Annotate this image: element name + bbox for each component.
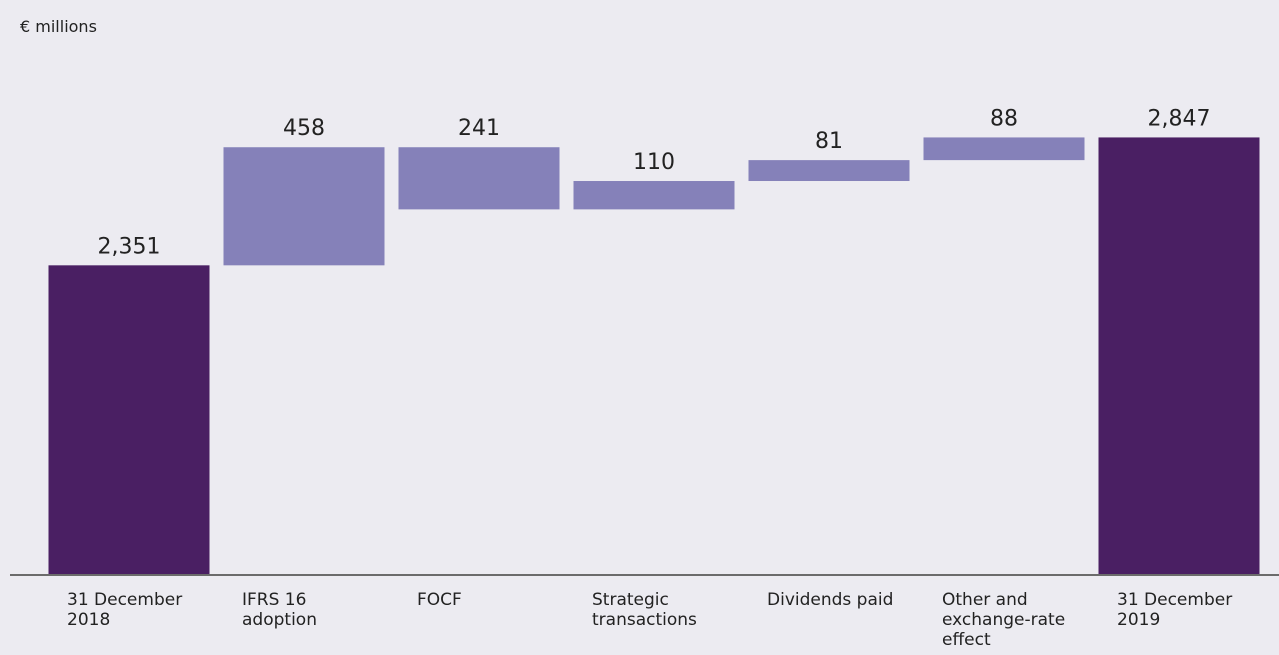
data-label: 81 [815,129,843,154]
x-tick-label: Other and exchange-rate effect [942,590,1066,650]
y-axis-label: € millions [20,17,97,36]
bar [398,147,560,210]
data-label: 88 [990,106,1018,131]
bar [1098,137,1260,575]
data-label: 2,847 [1148,106,1211,131]
bar [223,147,385,266]
data-label: 458 [283,116,325,141]
bar [48,265,210,575]
x-tick-label: Dividends paid [767,590,894,610]
data-label: 241 [458,116,500,141]
bar [748,160,910,182]
x-tick-label: 31 December 2018 [67,590,183,630]
x-tick-label: FOCF [417,590,462,610]
data-label: 110 [633,150,675,175]
x-tick-label: 31 December 2019 [1117,590,1233,630]
x-tick-label: Strategic transactions [592,590,697,630]
x-tick-label: IFRS 16 adoption [242,590,317,630]
bar [923,137,1085,161]
bar [573,181,735,210]
data-label: 2,351 [98,234,161,259]
